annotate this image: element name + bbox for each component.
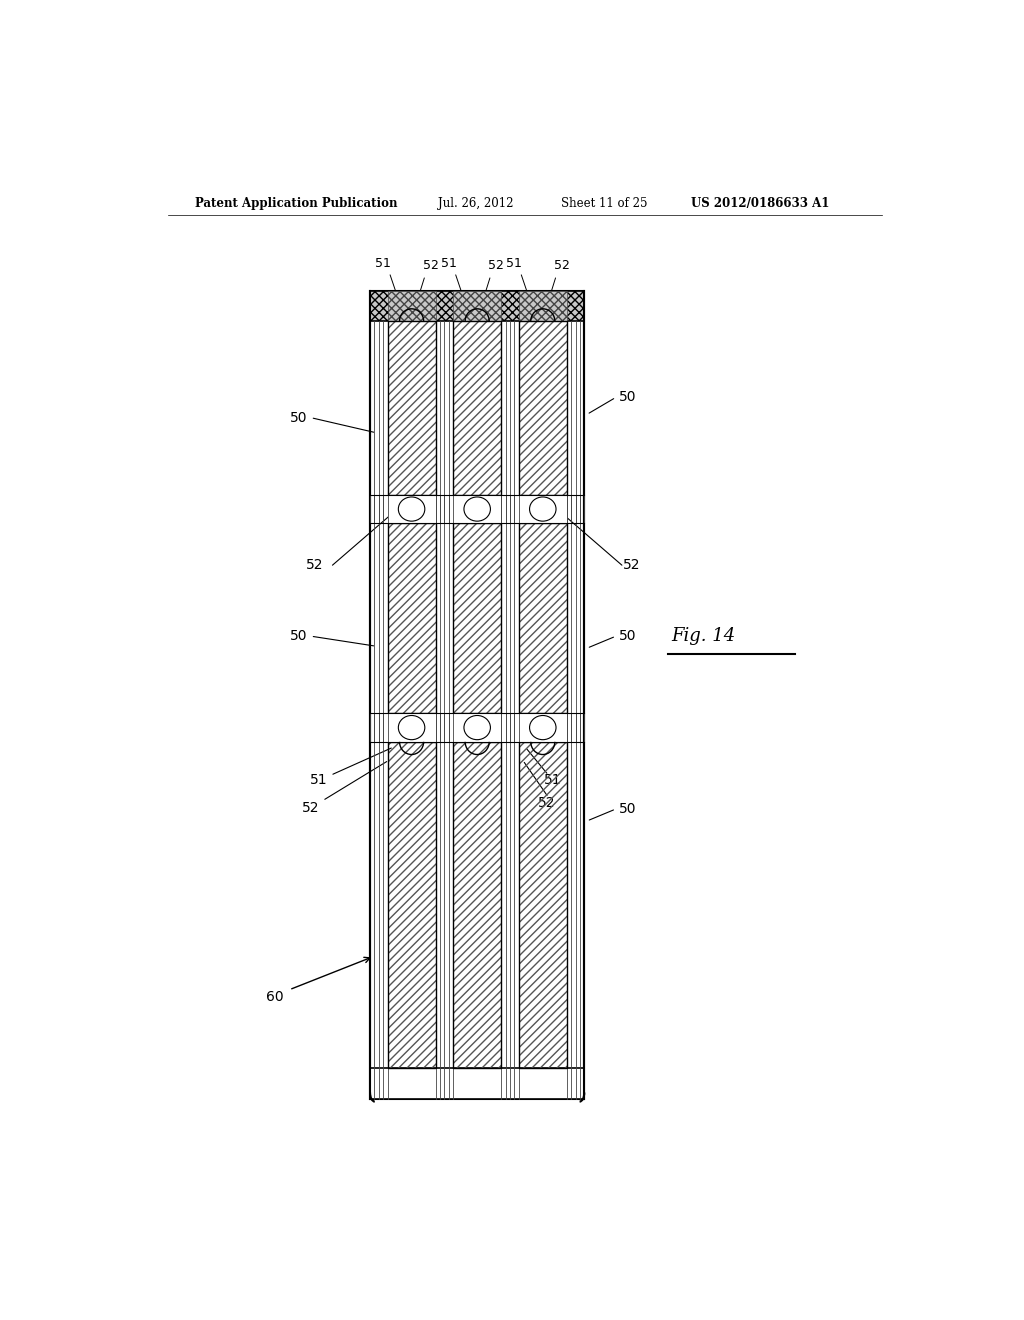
Bar — [519, 321, 567, 495]
Bar — [387, 290, 435, 321]
Bar — [387, 523, 435, 713]
Bar — [453, 290, 502, 321]
Ellipse shape — [464, 496, 490, 521]
Text: 52: 52 — [539, 796, 556, 809]
Text: 50: 50 — [620, 801, 637, 816]
Bar — [519, 742, 567, 1068]
Bar — [387, 523, 435, 713]
Bar — [387, 742, 435, 1068]
Bar — [370, 1068, 585, 1098]
Bar — [453, 321, 502, 495]
Bar — [519, 495, 567, 523]
Text: 52: 52 — [302, 801, 319, 814]
Text: 50: 50 — [290, 411, 307, 425]
Text: 52: 52 — [306, 558, 324, 572]
Bar — [519, 290, 567, 321]
Ellipse shape — [398, 496, 425, 521]
Bar — [453, 321, 502, 495]
Bar — [453, 523, 502, 713]
Bar — [519, 742, 567, 1068]
Bar — [387, 713, 435, 742]
Text: 50: 50 — [290, 630, 307, 643]
Bar — [519, 742, 567, 1068]
Bar — [519, 523, 567, 713]
Bar — [453, 495, 502, 523]
Text: 60: 60 — [266, 990, 284, 1005]
Bar — [453, 321, 502, 495]
Text: 50: 50 — [620, 391, 637, 404]
Text: Patent Application Publication: Patent Application Publication — [196, 197, 398, 210]
Text: 51: 51 — [309, 774, 328, 788]
Bar — [387, 742, 435, 1068]
Bar — [453, 523, 502, 713]
Bar — [519, 321, 567, 495]
Bar — [519, 523, 567, 713]
Bar — [519, 523, 567, 713]
Text: US 2012/0186633 A1: US 2012/0186633 A1 — [691, 197, 829, 210]
Bar — [453, 742, 502, 1068]
Bar — [453, 742, 502, 1068]
Bar — [370, 290, 585, 1098]
Bar — [387, 321, 435, 495]
Bar — [387, 742, 435, 1068]
Text: 51: 51 — [506, 257, 522, 271]
Bar — [370, 290, 585, 321]
Bar — [453, 713, 502, 742]
Text: 51: 51 — [375, 257, 391, 271]
Text: 52: 52 — [624, 558, 641, 572]
Text: 51: 51 — [440, 257, 457, 271]
Bar — [519, 321, 567, 495]
Bar — [453, 523, 502, 713]
Text: 52: 52 — [488, 259, 504, 272]
Text: 52: 52 — [554, 259, 569, 272]
Bar — [519, 713, 567, 742]
Bar — [387, 321, 435, 495]
Text: 50: 50 — [620, 630, 637, 643]
Text: Fig. 14: Fig. 14 — [672, 627, 736, 645]
Ellipse shape — [464, 715, 490, 739]
Ellipse shape — [529, 715, 556, 739]
Bar — [387, 321, 435, 495]
Text: 52: 52 — [423, 259, 438, 272]
Ellipse shape — [529, 496, 556, 521]
Text: Sheet 11 of 25: Sheet 11 of 25 — [560, 197, 647, 210]
Ellipse shape — [398, 715, 425, 739]
Text: Jul. 26, 2012: Jul. 26, 2012 — [437, 197, 513, 210]
Bar — [453, 742, 502, 1068]
Bar — [387, 523, 435, 713]
Bar — [387, 495, 435, 523]
Text: 51: 51 — [544, 774, 561, 788]
